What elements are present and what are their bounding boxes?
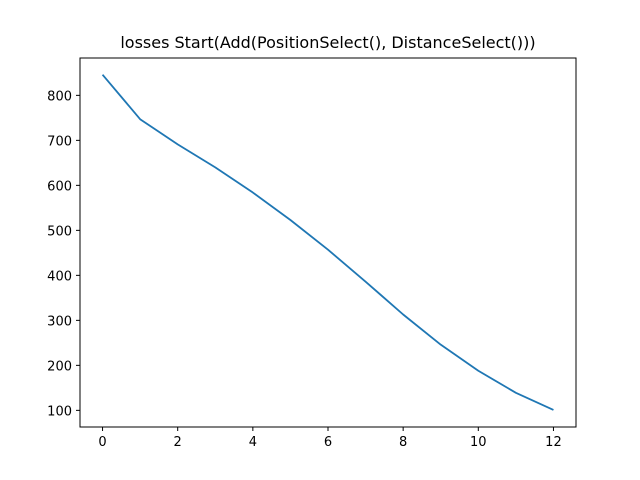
plot-frame — [79, 57, 577, 428]
series-layer — [101, 74, 554, 411]
y-tick-label: 500 — [47, 224, 72, 239]
y-tick-label: 300 — [47, 314, 72, 329]
y-tick-label: 800 — [47, 89, 72, 104]
chart-title: losses Start(Add(PositionSelect(), Dista… — [120, 33, 535, 52]
x-tick-label: 2 — [174, 435, 182, 450]
x-tick-label: 0 — [98, 435, 106, 450]
x-tick-label: 8 — [399, 435, 407, 450]
y-tick-label: 200 — [47, 359, 72, 374]
series-line-0 — [101, 74, 554, 411]
x-axis: 0 2 4 6 8 10 12 — [98, 427, 562, 450]
x-tick-label: 10 — [470, 435, 487, 450]
x-tick-label: 4 — [249, 435, 257, 450]
x-tick-label: 12 — [545, 435, 562, 450]
y-tick-label: 600 — [47, 179, 72, 194]
y-tick-label: 400 — [47, 269, 72, 284]
y-tick-label: 700 — [47, 134, 72, 149]
y-tick-label: 100 — [47, 404, 72, 419]
y-axis: 100 200 300 400 500 600 700 800 — [47, 89, 80, 419]
x-tick-label: 6 — [324, 435, 332, 450]
